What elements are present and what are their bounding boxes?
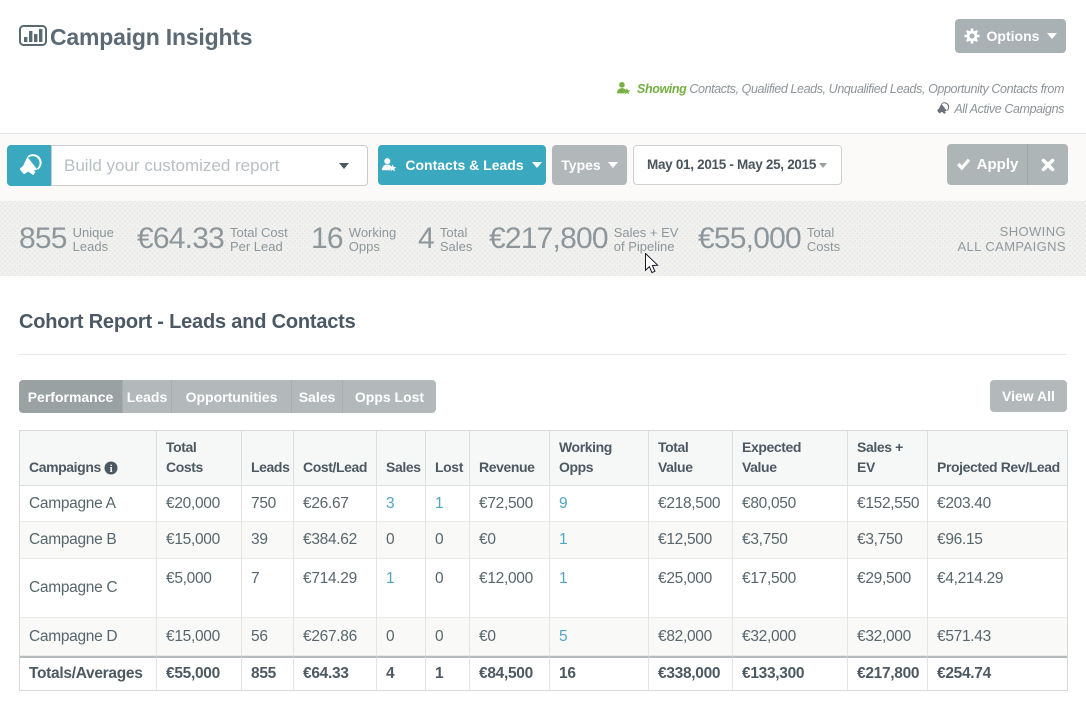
svg-text:i: i bbox=[110, 463, 113, 475]
